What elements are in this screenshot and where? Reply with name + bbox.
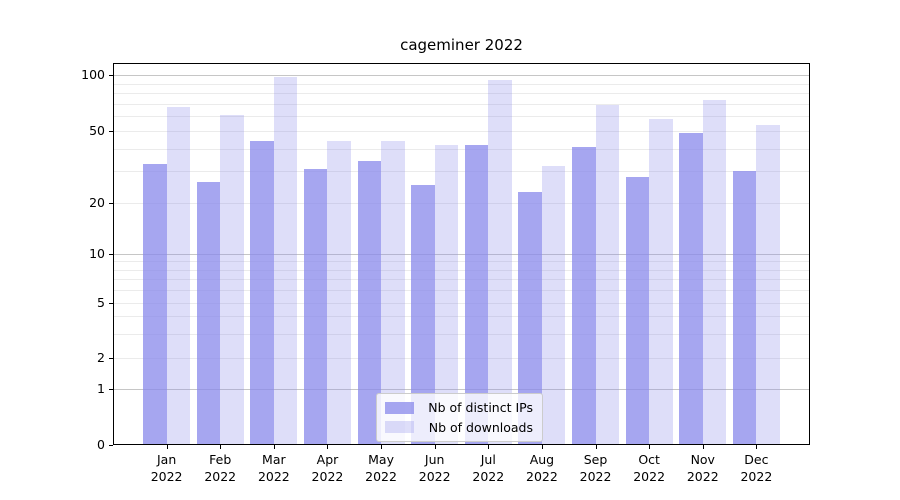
y-tick-label: 0 <box>97 437 105 452</box>
minor-gridline <box>113 279 810 281</box>
y-tick-label: 50 <box>89 123 105 138</box>
bar-ips-Mar-2022 <box>250 141 274 445</box>
bar-downloads-Sep-2022 <box>595 104 620 445</box>
bar-ips-Apr-2022 <box>303 168 328 445</box>
x-tick-mark <box>488 445 490 449</box>
bar-ips-Jul-2022 <box>464 144 489 445</box>
legend: Nb of distinct IPs Nb of downloads <box>376 393 543 442</box>
y-tick-mark <box>109 303 113 304</box>
x-tick-label: May 2022 <box>365 452 397 484</box>
x-tick-mark <box>434 445 436 449</box>
x-tick-label: Jan 2022 <box>150 452 183 484</box>
minor-gridline <box>113 103 810 105</box>
chart-title: cageminer 2022 <box>400 36 523 54</box>
y-tick-label: 2 <box>97 350 105 365</box>
x-tick-label: Mar 2022 <box>257 452 290 484</box>
y-tick-mark <box>109 203 113 204</box>
major-gridline <box>113 389 810 390</box>
major-gridline <box>113 75 810 76</box>
legend-swatch-distinct-ips <box>385 401 414 414</box>
minor-gridline <box>113 303 810 304</box>
bar-ips-Feb-2022 <box>196 182 221 445</box>
major-gridline <box>113 254 810 255</box>
minor-gridline <box>113 116 810 118</box>
x-tick-mark <box>166 445 168 449</box>
y-tick-mark <box>109 75 113 76</box>
minor-gridline <box>113 333 810 335</box>
bar-downloads-Feb-2022 <box>220 114 244 445</box>
bar-downloads-Apr-2022 <box>327 141 351 445</box>
bar-ips-Aug-2022 <box>518 192 542 445</box>
legend-item-downloads: Nb of downloads <box>385 420 533 435</box>
bar-downloads-Nov-2022 <box>702 100 727 445</box>
minor-gridline <box>113 261 810 263</box>
minor-gridline <box>113 131 810 132</box>
minor-gridline <box>113 269 810 271</box>
minor-gridline <box>113 148 810 150</box>
x-tick-label: Apr 2022 <box>311 452 344 484</box>
minor-gridline <box>113 83 810 85</box>
x-tick-label: Oct 2022 <box>633 452 666 484</box>
bar-downloads-Jul-2022 <box>488 79 512 445</box>
y-tick-mark <box>109 389 113 390</box>
bar-ips-Dec-2022 <box>732 171 757 445</box>
x-tick-mark <box>327 445 329 449</box>
y-tick-mark <box>109 358 113 359</box>
x-tick-label: Feb 2022 <box>204 452 237 484</box>
minor-gridline <box>113 203 810 204</box>
minor-gridline <box>113 171 810 173</box>
bar-ips-May-2022 <box>357 161 382 445</box>
y-tick-label: 20 <box>89 195 105 210</box>
minor-gridline <box>113 358 810 359</box>
bar-ips-Jun-2022 <box>411 185 435 445</box>
x-tick-mark <box>381 445 383 449</box>
y-tick-label: 100 <box>81 67 105 82</box>
bar-downloads-Jan-2022 <box>166 107 191 445</box>
bar-ips-Oct-2022 <box>625 176 650 445</box>
minor-gridline <box>113 290 810 292</box>
y-tick-label: 1 <box>97 381 105 396</box>
bar-downloads-Oct-2022 <box>649 119 673 445</box>
minor-gridline <box>113 316 810 318</box>
y-tick-mark <box>109 445 113 446</box>
bar-downloads-Dec-2022 <box>756 124 780 445</box>
plot-area <box>113 63 810 445</box>
x-tick-label: Nov 2022 <box>686 452 719 484</box>
x-tick-label: Jun 2022 <box>418 452 451 484</box>
x-tick-mark <box>541 445 543 449</box>
bar-downloads-Jun-2022 <box>434 144 459 445</box>
bar-downloads-Mar-2022 <box>273 77 298 445</box>
x-tick-label: Jul 2022 <box>472 452 505 484</box>
x-tick-mark <box>220 445 222 449</box>
y-tick-label: 10 <box>89 246 105 261</box>
legend-label-distinct-ips: Nb of distinct IPs <box>428 400 533 416</box>
x-tick-mark <box>756 445 758 449</box>
bar-ips-Jan-2022 <box>143 163 167 445</box>
x-tick-mark <box>595 445 597 449</box>
bar-ips-Nov-2022 <box>679 132 703 445</box>
y-tick-mark <box>109 254 113 255</box>
legend-swatch-downloads <box>385 421 414 434</box>
bar-downloads-Aug-2022 <box>541 166 566 445</box>
legend-label-downloads: Nb of downloads <box>428 419 533 435</box>
y-tick-mark <box>109 131 113 132</box>
x-tick-mark <box>273 445 275 449</box>
x-tick-label: Sep 2022 <box>579 452 612 484</box>
x-tick-mark <box>702 445 704 449</box>
x-tick-label: Dec 2022 <box>740 452 773 484</box>
minor-gridline <box>113 93 810 95</box>
bar-ips-Sep-2022 <box>572 146 596 445</box>
x-tick-label: Aug 2022 <box>526 452 558 484</box>
legend-item-distinct-ips: Nb of distinct IPs <box>385 400 533 415</box>
x-tick-mark <box>649 445 651 449</box>
bar-downloads-May-2022 <box>381 141 405 445</box>
y-tick-label: 5 <box>97 295 105 310</box>
